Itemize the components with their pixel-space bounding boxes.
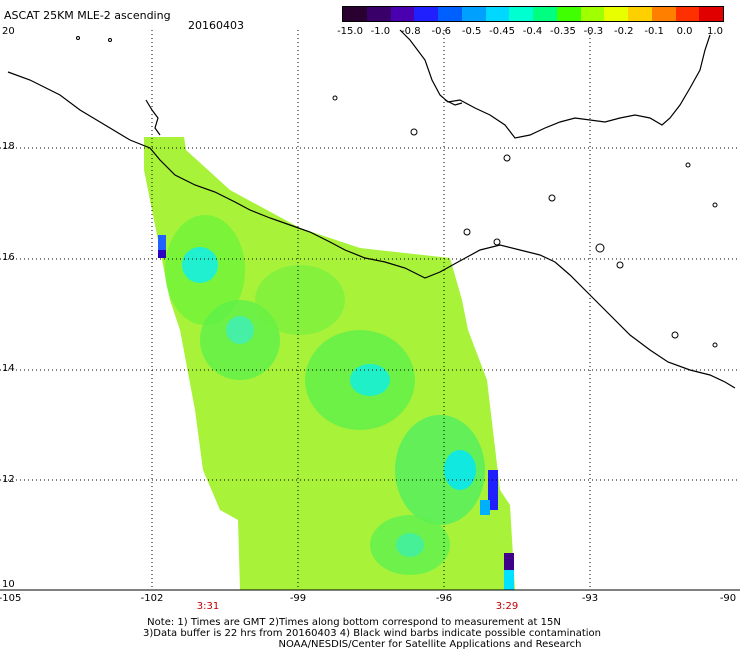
swath-patch (396, 533, 424, 557)
colorbar-segment (699, 7, 723, 21)
swath-patch (350, 364, 390, 396)
swath-edge (504, 570, 514, 590)
colorbar-segment (604, 7, 628, 21)
colorbar-label: -15.0 (337, 26, 363, 37)
swath-edge (158, 250, 166, 258)
colorbar-label: -0.4 (522, 26, 543, 37)
colorbar-label: -0.8 (401, 26, 421, 37)
colorbar-label: -0.6 (431, 26, 452, 37)
graticule (0, 30, 740, 590)
colorbar (342, 6, 724, 22)
swath-patch (226, 316, 254, 344)
lon-label-96: -96 (435, 593, 453, 604)
colorbar-label: -0.5 (461, 26, 482, 37)
colorbar-label: -0.35 (549, 26, 576, 37)
colorbar-segment (461, 7, 486, 21)
colorbar-label: -0.1 (644, 26, 664, 37)
lon-label-105: -105 (0, 593, 22, 604)
note-line-2: 3)Data buffer is 22 hrs from 20160403 4)… (143, 628, 601, 639)
lat-label-18: 18 (2, 141, 15, 152)
lon-label-102: -102 (140, 593, 164, 604)
colorbar-segment (628, 7, 652, 21)
swath-patch (255, 265, 345, 335)
swath-patch (395, 415, 485, 525)
lon-label-90: -90 (719, 593, 737, 604)
lat-label-20: 20 (2, 26, 15, 37)
islands (76, 36, 718, 348)
lon-label-93: -93 (581, 593, 599, 604)
lon-label-99: -99 (289, 593, 307, 604)
colorbar-segment (366, 7, 391, 21)
colorbar-segment (485, 7, 510, 21)
colorbar-segment (533, 7, 557, 21)
time-left: 3:31 (196, 601, 220, 612)
lat-label-16: 16 (2, 252, 15, 263)
colorbar-label: -1.0 (370, 26, 391, 37)
coastline (7, 29, 736, 389)
swath-patch (444, 450, 476, 490)
colorbar-segment (580, 7, 605, 21)
note-line-1: Note: 1) Times are GMT 2)Times along bot… (147, 617, 561, 628)
colorbar-segment (390, 7, 415, 21)
colorbar-label: 0.0 (676, 26, 693, 37)
colorbar-label: -0.3 (583, 26, 604, 37)
note-line-3: NOAA/NESDIS/Center for Satellite Applica… (278, 639, 582, 650)
colorbar-segment (414, 7, 438, 21)
colorbar-label: 1.0 (707, 26, 723, 37)
colorbar-segment (438, 7, 462, 21)
data-swath (144, 137, 515, 590)
colorbar-segment (343, 7, 367, 21)
lat-label-12: 12 (2, 474, 15, 485)
swath-edge (158, 235, 166, 251)
time-right: 3:29 (495, 601, 519, 612)
colorbar-label: -0.45 (489, 26, 516, 37)
swath-edge (488, 470, 498, 510)
product-title: ASCAT 25KM MLE-2 ascending (4, 9, 171, 22)
colorbar-segment (556, 7, 581, 21)
product-date: 20160403 (188, 19, 244, 32)
colorbar-segment (651, 7, 676, 21)
colorbar-label: -0.2 (613, 26, 634, 37)
swath-edge (480, 500, 490, 515)
lat-label-10: 10 (2, 579, 15, 590)
colorbar-segment (675, 7, 700, 21)
swath-edge (504, 553, 514, 571)
swath-patch (182, 247, 218, 283)
lat-label-14: 14 (2, 363, 15, 374)
colorbar-segment (509, 7, 533, 21)
